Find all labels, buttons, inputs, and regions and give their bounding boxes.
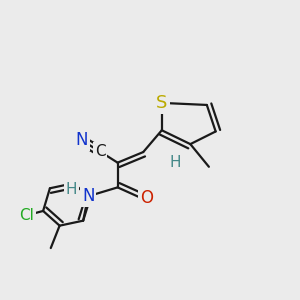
Text: S: S	[156, 94, 167, 112]
Text: C: C	[95, 144, 106, 159]
Text: N: N	[82, 187, 94, 205]
Text: H: H	[169, 155, 181, 170]
Text: H: H	[66, 182, 77, 197]
Text: N: N	[75, 131, 88, 149]
Text: Cl: Cl	[20, 208, 34, 223]
Text: O: O	[140, 189, 153, 207]
